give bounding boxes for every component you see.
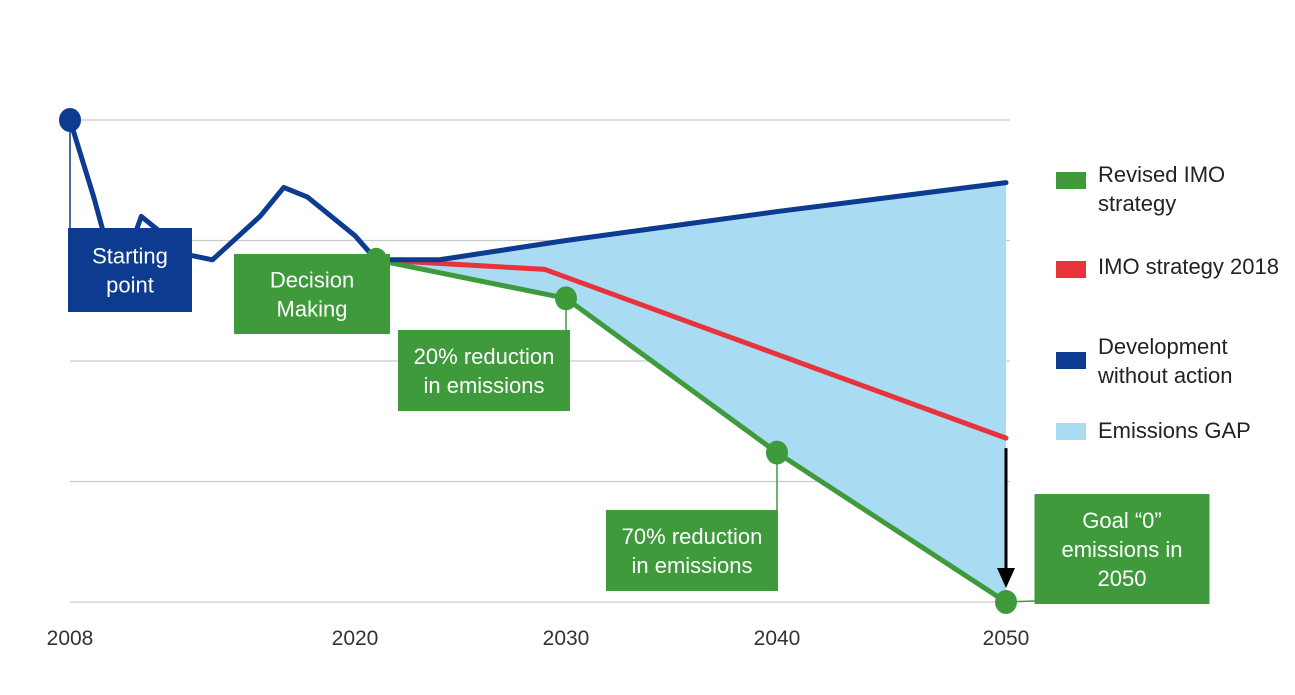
annotation-text-0-1: point	[106, 273, 154, 298]
marker-3	[766, 440, 788, 465]
legend-swatch-gap	[1056, 423, 1086, 440]
x-tick-2: 2030	[543, 627, 590, 650]
x-tick-3: 2040	[754, 627, 801, 650]
x-tick-4: 2050	[983, 627, 1030, 650]
annotation-text-0-0: Starting	[92, 244, 168, 269]
legend-swatch-imo-2018	[1056, 261, 1086, 278]
annotation-box-3	[606, 510, 778, 591]
series-line-1	[373, 257, 1009, 605]
legend-swatch-revised	[1056, 172, 1086, 189]
marker-layer	[59, 108, 1017, 614]
legend-label-imo-2018: IMO strategy 2018	[1098, 254, 1279, 279]
annotation-text-3-0: 70% reduction	[622, 524, 763, 549]
annotation-text-3-1: in emissions	[631, 553, 752, 578]
annotation-text-1-1: Making	[277, 297, 348, 322]
annotation-layer: Starting point Decision Making 20% reduction…	[68, 228, 1210, 604]
legend-label-no-action: Development without action	[1098, 334, 1233, 388]
x-tick-layer: 2008 2020 2030 2040 2050	[47, 627, 1030, 650]
annotation-box-2	[398, 330, 570, 411]
annotation-text-1-0: Decision	[270, 268, 354, 293]
x-tick-1: 2020	[332, 627, 379, 650]
series-line-0	[373, 257, 1009, 441]
annotation-box-4	[1034, 494, 1210, 604]
annotation-box-1	[234, 254, 390, 334]
marker-2	[555, 286, 577, 311]
marker-0	[59, 108, 81, 132]
legend-label-revised: Revised IMO strategy	[1098, 162, 1226, 216]
annotation-text-4-0: Goal “0”	[1082, 508, 1161, 533]
arrow-layer	[997, 448, 1015, 588]
legend-swatch-no-action	[1056, 352, 1086, 369]
x-tick-0: 2008	[47, 627, 94, 650]
annotation-text-2-1: in emissions	[423, 373, 544, 398]
arrow-head	[997, 568, 1015, 588]
annotation-text-2-0: 20% reduction	[414, 344, 555, 369]
marker-4	[995, 590, 1017, 614]
annotation-text-4-2: 2050	[1098, 566, 1147, 591]
annotation-box-0	[68, 228, 192, 312]
legend-label-gap: Emissions GAP	[1098, 418, 1251, 443]
annotation-text-4-1: emissions in	[1061, 537, 1182, 562]
